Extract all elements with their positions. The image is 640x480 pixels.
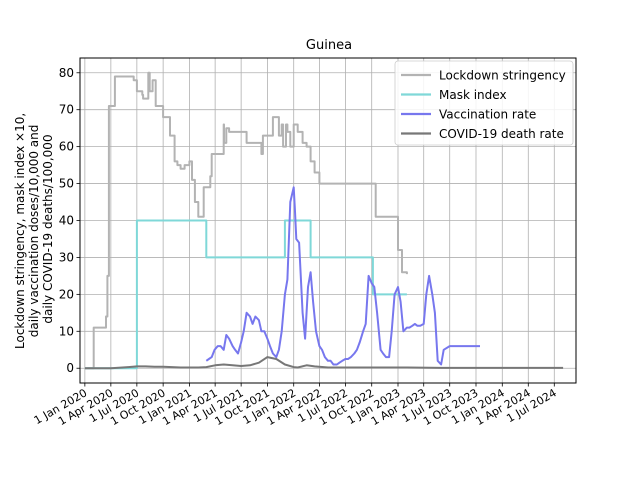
series-line-mask-index xyxy=(84,219,407,370)
y-axis-label-line-3: daily COVID-19 deaths/100,000 xyxy=(41,134,55,323)
series-line-lockdown-stringency xyxy=(84,71,408,370)
y-axis-label: Lockdown stringency, mask index ×10, dai… xyxy=(13,109,55,349)
series-line-vaccination-rate xyxy=(205,186,480,366)
legend-box xyxy=(394,60,574,146)
y-axis-label-line-1: Lockdown stringency, mask index ×10, xyxy=(13,113,27,349)
y-tick-label: 70 xyxy=(59,103,74,117)
y-tick-label: 60 xyxy=(59,140,74,154)
y-tick-label: 50 xyxy=(59,177,74,191)
y-axis-label-line-2: daily vaccination doses/10,000 and xyxy=(27,125,41,338)
y-ticks: 0 10 20 30 40 50 60 70 80 xyxy=(59,66,80,375)
y-tick-label: 30 xyxy=(59,250,74,264)
y-tick-label: 80 xyxy=(59,66,74,80)
legend-label: COVID-19 death rate xyxy=(439,127,564,141)
y-tick-label: 20 xyxy=(59,287,74,301)
y-tick-label: 10 xyxy=(59,324,74,338)
legend-label: Lockdown stringency xyxy=(439,69,566,83)
chart-title: Guinea xyxy=(306,38,352,53)
y-tick-label: 0 xyxy=(66,361,74,375)
series-line-covid-19-death-rate xyxy=(84,356,564,370)
legend: Lockdown stringency Mask index Vaccination… xyxy=(394,60,574,146)
series-layer xyxy=(84,71,564,370)
y-tick-label: 40 xyxy=(59,214,74,228)
legend-label: Vaccination rate xyxy=(439,108,536,122)
legend-label: Mask index xyxy=(439,88,507,102)
